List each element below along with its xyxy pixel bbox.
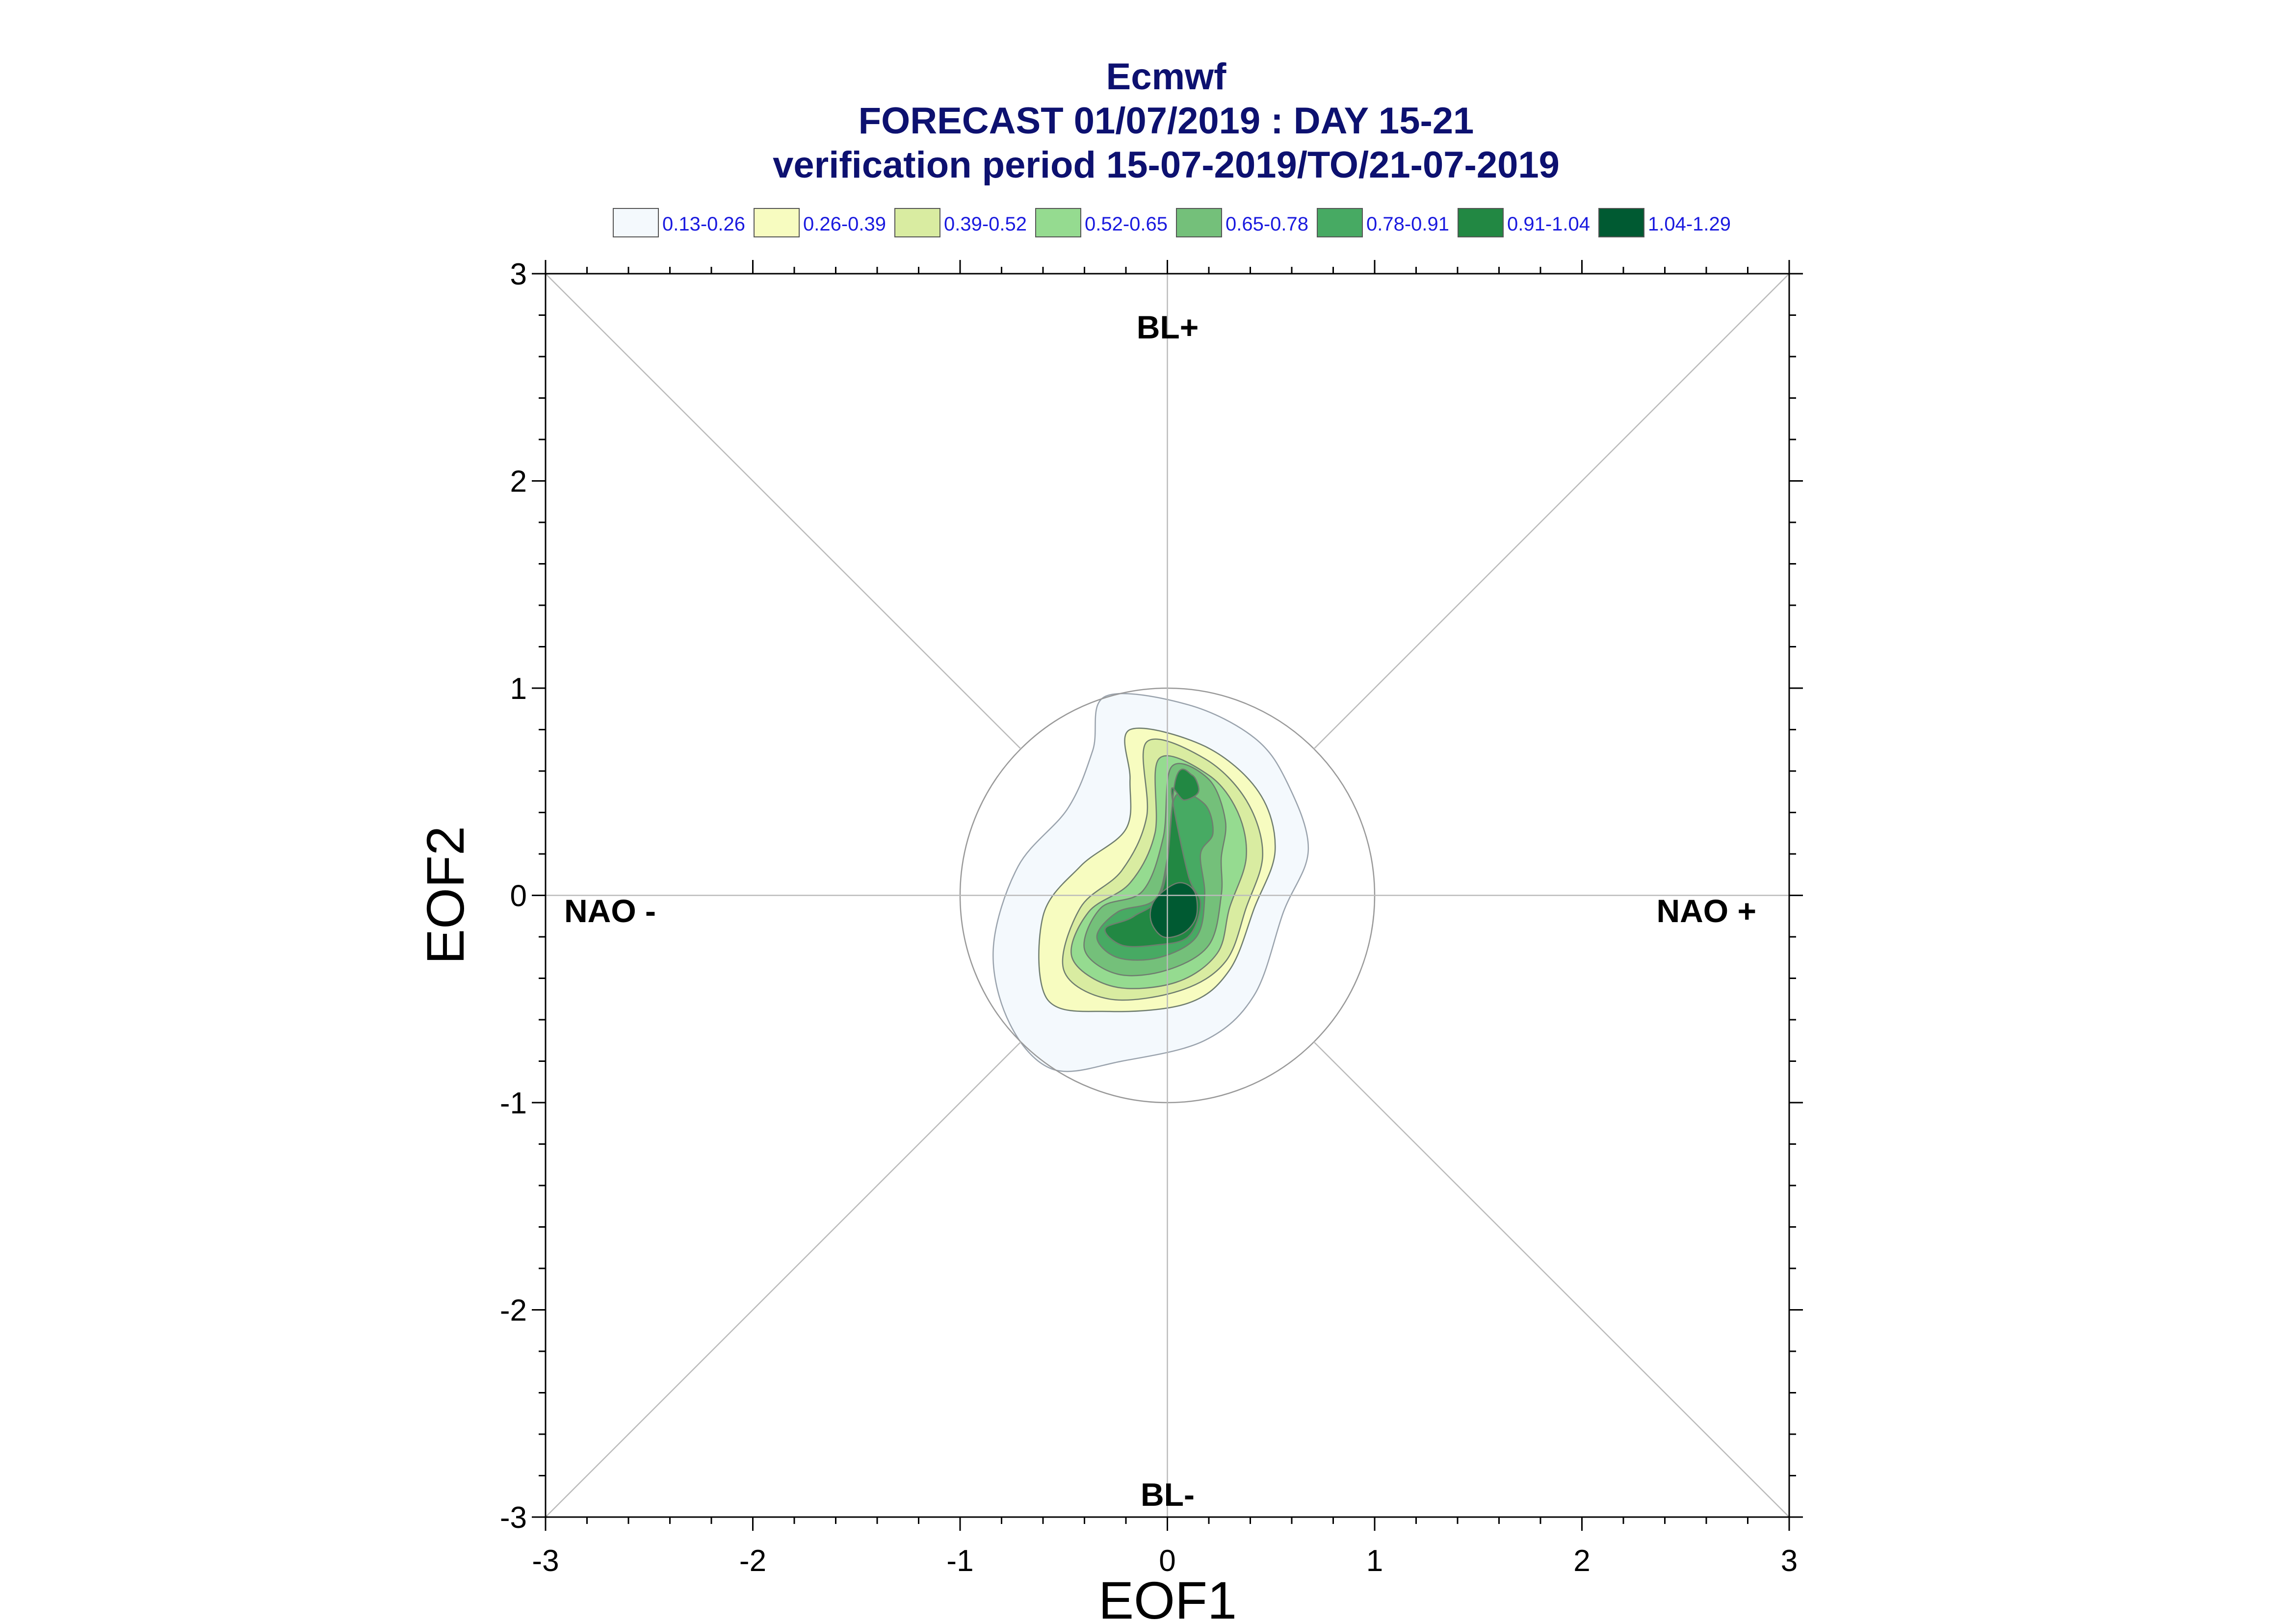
density-contours [992, 693, 1309, 1072]
x-tick-label: 3 [1781, 1544, 1798, 1578]
legend-label-6: 0.78-0.91 [1366, 213, 1449, 235]
legend-label-8: 1.04-1.29 [1648, 213, 1731, 235]
regime-label-nao-plus: NAO + [1656, 893, 1756, 929]
x-tick-label: -1 [946, 1544, 973, 1578]
chart-title-line-2: FORECAST 01/07/2019 : DAY 15-21 [859, 100, 1474, 142]
y-tick-label: 3 [510, 258, 527, 291]
legend-swatch-2 [754, 208, 800, 237]
legend-label-3: 0.39-0.52 [944, 213, 1027, 235]
y-tick-label: 0 [510, 879, 527, 913]
plot-area: -3 -2 -1 0 1 2 3 3 2 1 0 -1 -2 -3 [500, 258, 1803, 1578]
guide-lines [545, 273, 1790, 1518]
density-contour-level-8 [1149, 882, 1198, 938]
y-tick-label: -2 [500, 1294, 527, 1328]
diagonal-line-1 [1313, 273, 1790, 749]
legend-swatch-3 [894, 208, 940, 237]
x-tick-label: 1 [1366, 1544, 1383, 1578]
diagonal-line-2 [1313, 1041, 1790, 1518]
regime-label-bl-plus: BL+ [1137, 309, 1199, 345]
y-tick-label: 2 [510, 465, 527, 499]
legend-swatch-1 [613, 208, 659, 237]
legend-swatch-7 [1458, 208, 1504, 237]
axis-ticks: -3 -2 -1 0 1 2 3 3 2 1 0 -1 -2 -3 [500, 258, 1803, 1578]
x-axis-label: EOF1 [1098, 1571, 1237, 1624]
y-axis-label: EOF2 [416, 826, 475, 964]
regime-label-nao-minus: NAO - [564, 893, 656, 929]
legend-swatch-8 [1598, 208, 1644, 237]
x-tick-label: -2 [739, 1544, 766, 1578]
legend-label-7: 0.91-1.04 [1507, 213, 1590, 235]
legend: 0.13-0.26 0.26-0.39 0.39-0.52 0.52-0.65 0.65… [613, 208, 1731, 237]
diagonal-line-3 [545, 273, 1021, 749]
x-tick-label: 2 [1573, 1544, 1590, 1578]
y-tick-label: 1 [510, 672, 527, 706]
y-tick-label: -3 [500, 1501, 527, 1535]
chart-title-line-1: Ecmwf [1106, 56, 1227, 98]
legend-label-5: 0.65-0.78 [1226, 213, 1308, 235]
x-tick-label: 0 [1159, 1544, 1175, 1578]
y-tick-label: -1 [500, 1086, 527, 1120]
legend-swatch-5 [1176, 208, 1222, 237]
x-tick-label: -3 [532, 1544, 559, 1578]
diagonal-line-4 [545, 1041, 1021, 1518]
chart-title-line-3: verification period 15-07-2019/TO/21-07-… [773, 144, 1560, 186]
legend-swatch-6 [1317, 208, 1363, 237]
legend-label-4: 0.52-0.65 [1085, 213, 1168, 235]
legend-label-1: 0.13-0.26 [662, 213, 745, 235]
regime-label-bl-minus: BL- [1141, 1476, 1195, 1513]
legend-swatch-4 [1035, 208, 1081, 237]
legend-label-2: 0.26-0.39 [803, 213, 886, 235]
